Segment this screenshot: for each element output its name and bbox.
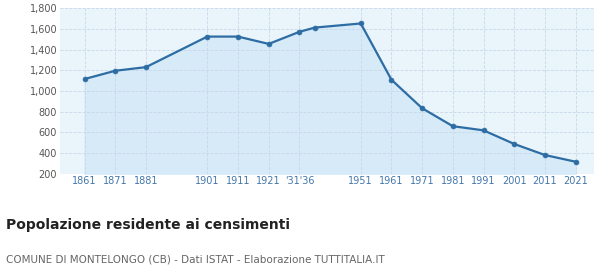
Text: Popolazione residente ai censimenti: Popolazione residente ai censimenti [6,218,290,232]
Text: COMUNE DI MONTELONGO (CB) - Dati ISTAT - Elaborazione TUTTITALIA.IT: COMUNE DI MONTELONGO (CB) - Dati ISTAT -… [6,255,385,265]
